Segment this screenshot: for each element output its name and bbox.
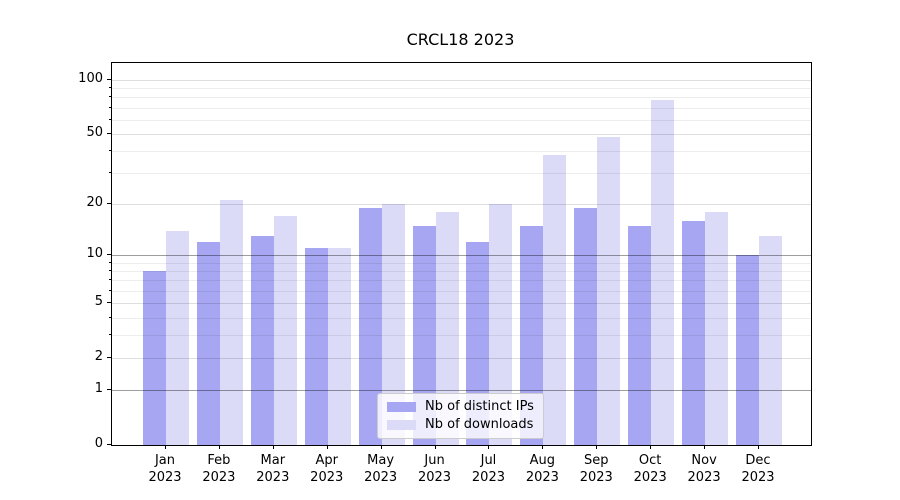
y-minor-tick-mark: [109, 87, 111, 89]
legend-swatch-distinct-ips: [387, 401, 416, 412]
legend-swatch-downloads: [387, 419, 416, 430]
bar-downloads-may: [381, 204, 405, 445]
y-tick-label-50: 50: [86, 124, 103, 140]
x-tick-mark: [434, 445, 436, 449]
y-minor-tick-mark: [109, 96, 111, 98]
x-tick-mark: [758, 445, 759, 449]
y-tick-mark: [107, 357, 111, 359]
legend-label-distinct-ips: Nb of distinct IPs: [425, 399, 534, 414]
x-tick-label-jul: Jul 2023: [471, 453, 505, 485]
x-tick-mark: [218, 445, 220, 449]
bar-downloads-feb: [219, 200, 243, 445]
y-tick-mark: [107, 78, 111, 80]
gridline-30: [112, 173, 811, 175]
x-tick-label-jan: Jan 2023: [148, 453, 182, 485]
x-tick-mark: [596, 445, 598, 449]
x-tick-mark: [542, 445, 544, 449]
gridline-50: [112, 133, 811, 135]
y-minor-tick-mark: [109, 106, 111, 108]
legend-item-distinct-ips: Nb of distinct IPs: [387, 399, 534, 414]
gridline-70: [112, 107, 811, 109]
y-tick-label-2: 2: [94, 349, 103, 365]
y-tick-label-20: 20: [86, 195, 103, 211]
y-tick-mark: [107, 444, 111, 445]
gridline-90: [112, 88, 811, 90]
bar-ips-feb: [196, 242, 220, 445]
x-tick-label-nov: Nov 2023: [687, 453, 721, 485]
y-minor-tick-mark: [109, 279, 111, 281]
bar-downloads-dec: [759, 236, 782, 445]
x-tick-label-jun: Jun 2023: [417, 453, 452, 485]
bar-downloads-jul: [489, 204, 513, 445]
x-tick-mark: [165, 445, 166, 449]
x-tick-mark: [380, 445, 382, 449]
bar-downloads-apr: [327, 248, 351, 445]
gridline-60: [112, 119, 811, 121]
y-tick-label-100: 100: [78, 70, 103, 86]
bar-ips-jan: [143, 271, 166, 445]
y-tick-label-1: 1: [94, 381, 103, 397]
x-tick-label-dec: Dec 2023: [741, 453, 775, 485]
y-tick-mark: [107, 302, 111, 304]
x-tick-mark: [272, 445, 274, 449]
bar-ips-dec: [736, 255, 759, 445]
y-tick-mark: [107, 254, 111, 256]
y-tick-mark: [107, 389, 111, 391]
x-tick-label-feb: Feb 2023: [202, 453, 236, 485]
x-tick-label-oct: Oct 2023: [633, 453, 667, 485]
bar-downloads-jun: [435, 212, 459, 445]
bar-ips-aug: [520, 225, 544, 445]
bar-downloads-aug: [543, 155, 567, 445]
bar-downloads-oct: [651, 100, 675, 445]
y-minor-tick-mark: [109, 290, 111, 292]
gridline-100: [112, 79, 811, 81]
plot-area: Nb of distinct IPs Nb of downloads: [111, 62, 812, 446]
y-minor-tick-mark: [109, 172, 111, 174]
x-tick-mark: [704, 445, 706, 449]
y-tick-mark: [107, 203, 111, 205]
bar-ips-apr: [304, 248, 328, 445]
gridline-80: [112, 97, 811, 99]
bar-ips-oct: [628, 225, 652, 445]
bar-ips-may: [358, 208, 382, 445]
legend-item-downloads: Nb of downloads: [387, 417, 534, 432]
y-tick-mark: [107, 132, 111, 134]
chart-title: CRCL18 2023: [406, 30, 515, 49]
bar-downloads-mar: [273, 216, 297, 445]
bar-ips-jun: [412, 225, 436, 445]
y-minor-tick-mark: [109, 118, 111, 120]
x-tick-mark: [326, 445, 328, 449]
bar-downloads-jan: [166, 230, 189, 445]
bar-ips-nov: [682, 220, 706, 445]
y-tick-label-0: 0: [94, 436, 103, 451]
y-minor-tick-mark: [109, 150, 111, 152]
x-tick-label-apr: Apr 2023: [310, 453, 344, 485]
y-minor-tick-mark: [109, 316, 111, 318]
y-minor-tick-mark: [109, 261, 111, 263]
y-tick-label-10: 10: [86, 246, 103, 262]
bar-downloads-sep: [597, 137, 621, 445]
bar-ips-sep: [574, 208, 598, 445]
x-tick-mark: [650, 445, 652, 449]
x-tick-label-aug: Aug 2023: [525, 453, 559, 485]
gridline-20: [112, 204, 811, 206]
legend-label-downloads: Nb of downloads: [425, 417, 534, 432]
bar-downloads-nov: [705, 212, 729, 445]
legend: Nb of distinct IPs Nb of downloads: [377, 393, 544, 439]
x-tick-mark: [488, 445, 490, 449]
bar-ips-mar: [250, 236, 274, 445]
y-minor-tick-mark: [109, 270, 111, 272]
x-tick-label-sep: Sep 2023: [579, 453, 613, 485]
x-tick-label-may: May 2023: [364, 453, 398, 485]
gridline-40: [112, 151, 811, 153]
x-tick-label-mar: Mar 2023: [256, 453, 290, 485]
y-minor-tick-mark: [109, 334, 111, 336]
y-tick-label-5: 5: [94, 294, 103, 310]
